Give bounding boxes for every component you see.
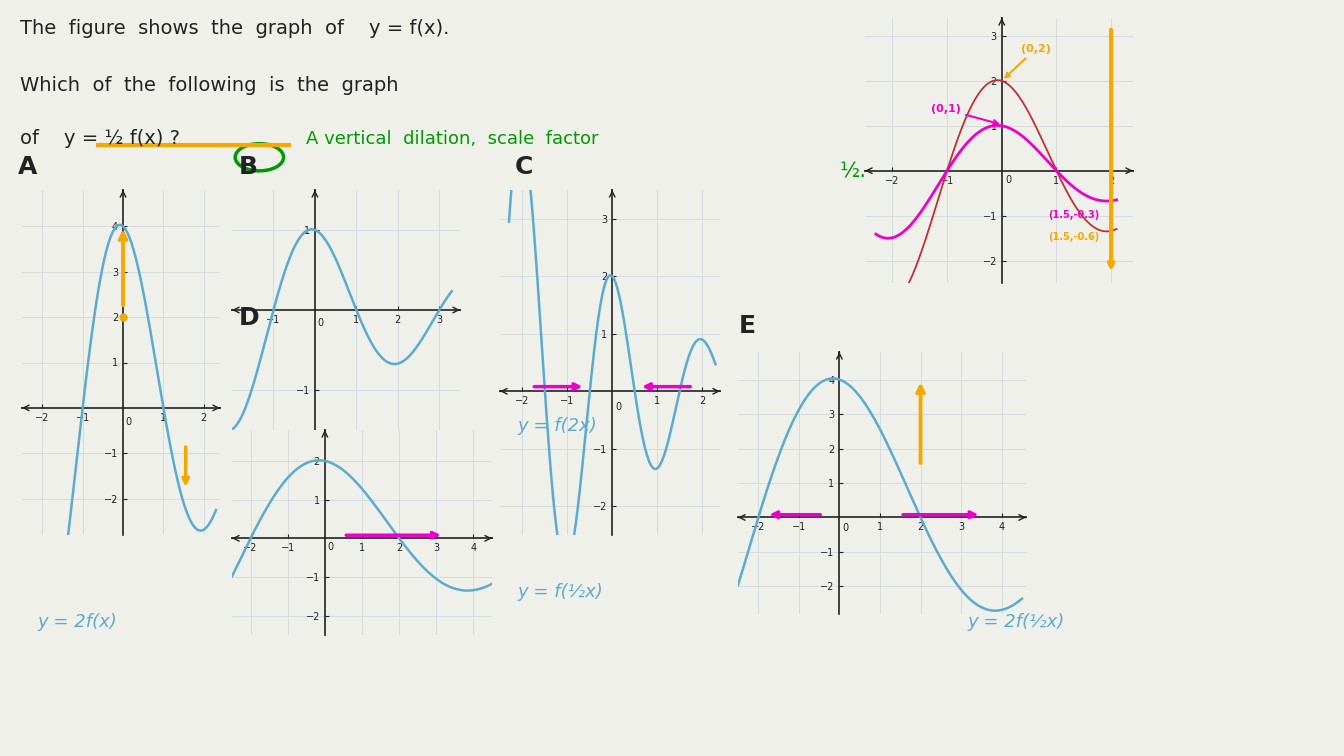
Text: y = f(2x): y = f(2x) — [517, 417, 597, 435]
Text: (0,2): (0,2) — [1005, 44, 1051, 77]
Text: The  figure  shows  the  graph  of    y = f(x).: The figure shows the graph of y = f(x). — [20, 19, 449, 38]
Text: E: E — [739, 314, 757, 338]
Text: A vertical  dilation,  scale  factor: A vertical dilation, scale factor — [306, 129, 599, 147]
Text: 0: 0 — [843, 522, 848, 532]
Text: C: C — [515, 155, 534, 179]
Text: 0: 0 — [1005, 175, 1012, 185]
Text: 0: 0 — [126, 417, 132, 427]
Text: (1.5,-0.6): (1.5,-0.6) — [1048, 232, 1099, 243]
Text: 0: 0 — [616, 401, 621, 412]
Text: ½.: ½. — [840, 162, 867, 181]
Text: of    y = ½ f(x) ?: of y = ½ f(x) ? — [20, 129, 192, 147]
Text: (1.5,-0.3): (1.5,-0.3) — [1048, 210, 1099, 220]
Text: 0: 0 — [317, 318, 324, 328]
Text: y = 2f(½x): y = 2f(½x) — [968, 613, 1064, 631]
Text: y = 2f(x): y = 2f(x) — [38, 613, 117, 631]
Text: B: B — [239, 155, 258, 179]
Text: (0,1): (0,1) — [930, 104, 997, 125]
Text: A: A — [17, 155, 36, 179]
Text: D: D — [239, 306, 259, 330]
Text: 0: 0 — [328, 542, 333, 552]
Text: y = f(½x): y = f(½x) — [517, 583, 603, 601]
Text: Which  of  the  following  is  the  graph: Which of the following is the graph — [20, 76, 399, 94]
